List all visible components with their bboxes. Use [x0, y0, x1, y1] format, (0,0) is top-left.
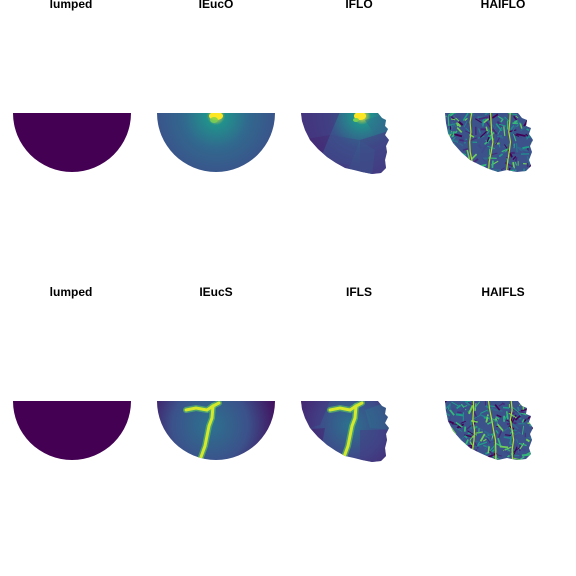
map-shape	[157, 401, 275, 460]
panel-title-6: IEucS	[199, 285, 232, 299]
map-shape	[157, 113, 275, 172]
panel-ieuco	[157, 113, 275, 172]
panel-title-1: lumped	[50, 0, 93, 11]
panel-title-8: HAIFLS	[481, 285, 524, 299]
map-shape	[13, 401, 131, 460]
panel-title-3: IFLO	[345, 0, 372, 11]
panel-lumped-top	[13, 113, 131, 172]
outlet-highlight	[209, 113, 223, 123]
panel-lumped-bottom	[13, 401, 131, 460]
panel-iflo	[301, 113, 389, 174]
panel-title-2: IEucO	[199, 0, 234, 11]
panel-haifls	[445, 401, 533, 460]
panel-title-5: lumped	[50, 285, 93, 299]
panel-ifls	[301, 401, 389, 462]
panel-title-4: HAIFLO	[481, 0, 526, 11]
stream-network	[183, 401, 222, 460]
map-shape	[13, 113, 131, 172]
panel-haiflo	[445, 113, 533, 172]
panel-title-7: IFLS	[346, 285, 372, 299]
panel-ieucs	[157, 401, 275, 460]
